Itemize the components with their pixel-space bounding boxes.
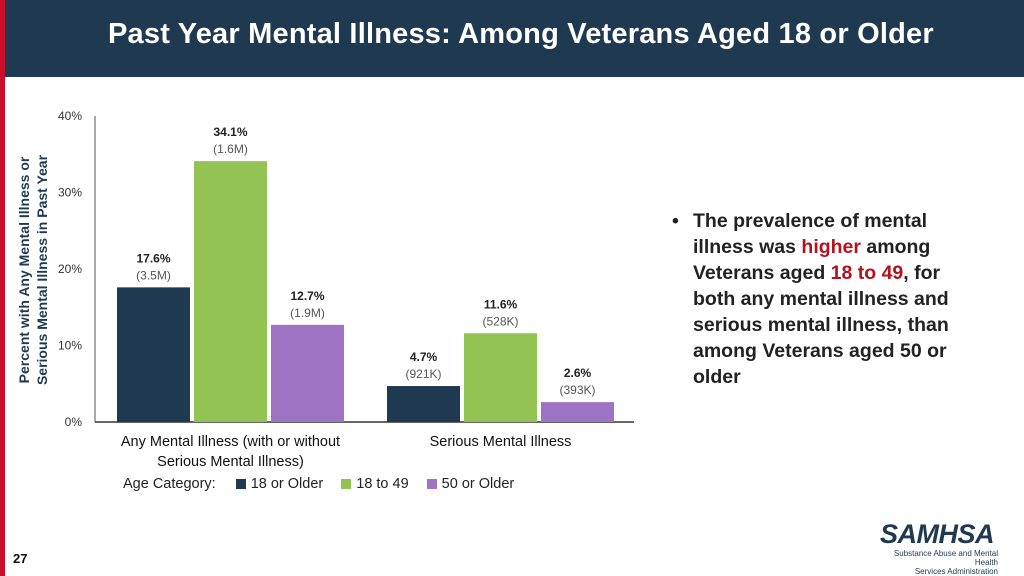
y-axis-label-line2: Serious Mental Illness in Past Year <box>34 154 50 385</box>
category-label-line2: Serious Mental Illness) <box>157 454 304 470</box>
y-axis-label-line1: Percent with Any Mental Illness or <box>16 156 32 383</box>
page-number: 27 <box>13 551 28 566</box>
data-label-count: (528K) <box>482 314 518 328</box>
legend-swatch-18-or-older <box>235 479 246 489</box>
legend-item-18-or-older: 18 or Older <box>235 476 324 492</box>
data-label-count: (1.9M) <box>290 306 325 320</box>
legend-swatch-50-or-older <box>426 479 437 489</box>
samhsa-logo-subtitle-line1: Substance Abuse and Mental Health <box>893 549 998 567</box>
legend-label-50-or-older: 50 or Older <box>441 476 515 492</box>
y-axis-label: Percent with Any Mental Illness or Serio… <box>16 154 50 385</box>
y-tick-label: 20% <box>58 262 82 276</box>
data-label-value: 2.6% <box>564 366 592 380</box>
samhsa-logo: SAMHSA Substance Abuse and Mental Health… <box>880 520 998 576</box>
bullet-part: The prevalence of mental illness was <box>693 210 928 258</box>
data-label-value: 11.6% <box>484 297 518 311</box>
y-tick-label: 0% <box>65 415 83 429</box>
category-label-line1: Any Mental Illness (with or without <box>121 434 340 450</box>
bar-18-or-older-cat1 <box>117 287 190 422</box>
legend-title: Age Category: <box>123 476 216 492</box>
y-tick-label: 10% <box>58 339 82 353</box>
bullet-highlight-higher: higher <box>801 236 861 258</box>
category-labels: Any Mental Illness (with or without Serio… <box>121 434 572 470</box>
chart-legend: Age Category: 18 or Older 18 to 49 50 or… <box>123 476 514 492</box>
samhsa-logo-subtitle: Substance Abuse and Mental Health Servic… <box>880 549 998 576</box>
samhsa-logo-subtitle-line2: Services Administration <box>914 567 998 576</box>
bullet-part: , for both any mental illness and seriou… <box>693 262 949 388</box>
data-label-value: 4.7% <box>410 350 438 364</box>
bar-50-or-older-cat1 <box>271 324 344 422</box>
slide-header <box>5 0 1024 77</box>
legend-swatch-18-to-49 <box>341 479 352 489</box>
bar-18-to-49-cat1 <box>194 161 267 422</box>
bullet-dot-icon: • <box>672 210 679 232</box>
data-label-count: (3.5M) <box>136 268 171 282</box>
samhsa-logo-wordmark: SAMHSA <box>880 519 995 549</box>
slide-title: Past Year Mental Illness: Among Veterans… <box>108 18 934 50</box>
y-axis-ticks: 0% 10% 20% 30% 40% <box>58 109 82 429</box>
data-label-count: (393K) <box>559 383 595 397</box>
category-label-line1: Serious Mental Illness <box>430 434 572 450</box>
left-accent-stripe <box>0 0 5 576</box>
bullet-highlight-age-range: 18 to 49 <box>830 262 904 284</box>
y-tick-label: 30% <box>58 186 82 200</box>
bar-50-or-older-cat2 <box>541 402 614 422</box>
bullet-part: among Veterans aged <box>693 236 931 284</box>
data-label-count: (1.6M) <box>213 142 248 156</box>
data-label-count: (921K) <box>405 367 441 381</box>
bullet-text: The prevalence of mental illness was hig… <box>693 208 973 390</box>
legend-label-18-or-older: 18 or Older <box>250 476 324 492</box>
legend-label-18-to-49: 18 to 49 <box>356 476 409 492</box>
y-tick-label: 40% <box>58 109 82 123</box>
legend-item-50-or-older: 50 or Older <box>426 476 515 492</box>
bar-18-or-older-cat2 <box>387 386 460 422</box>
bars-group: 17.6% (3.5M) 4.7% (921K) 34.1% (1.6M) 11.6% (52… <box>117 125 614 422</box>
bar-18-to-49-cat2 <box>464 333 537 422</box>
legend-item-18-to-49: 18 to 49 <box>341 476 409 492</box>
data-label-value: 34.1% <box>213 125 247 139</box>
data-label-value: 12.7% <box>290 289 324 303</box>
data-label-value: 17.6% <box>136 251 170 265</box>
